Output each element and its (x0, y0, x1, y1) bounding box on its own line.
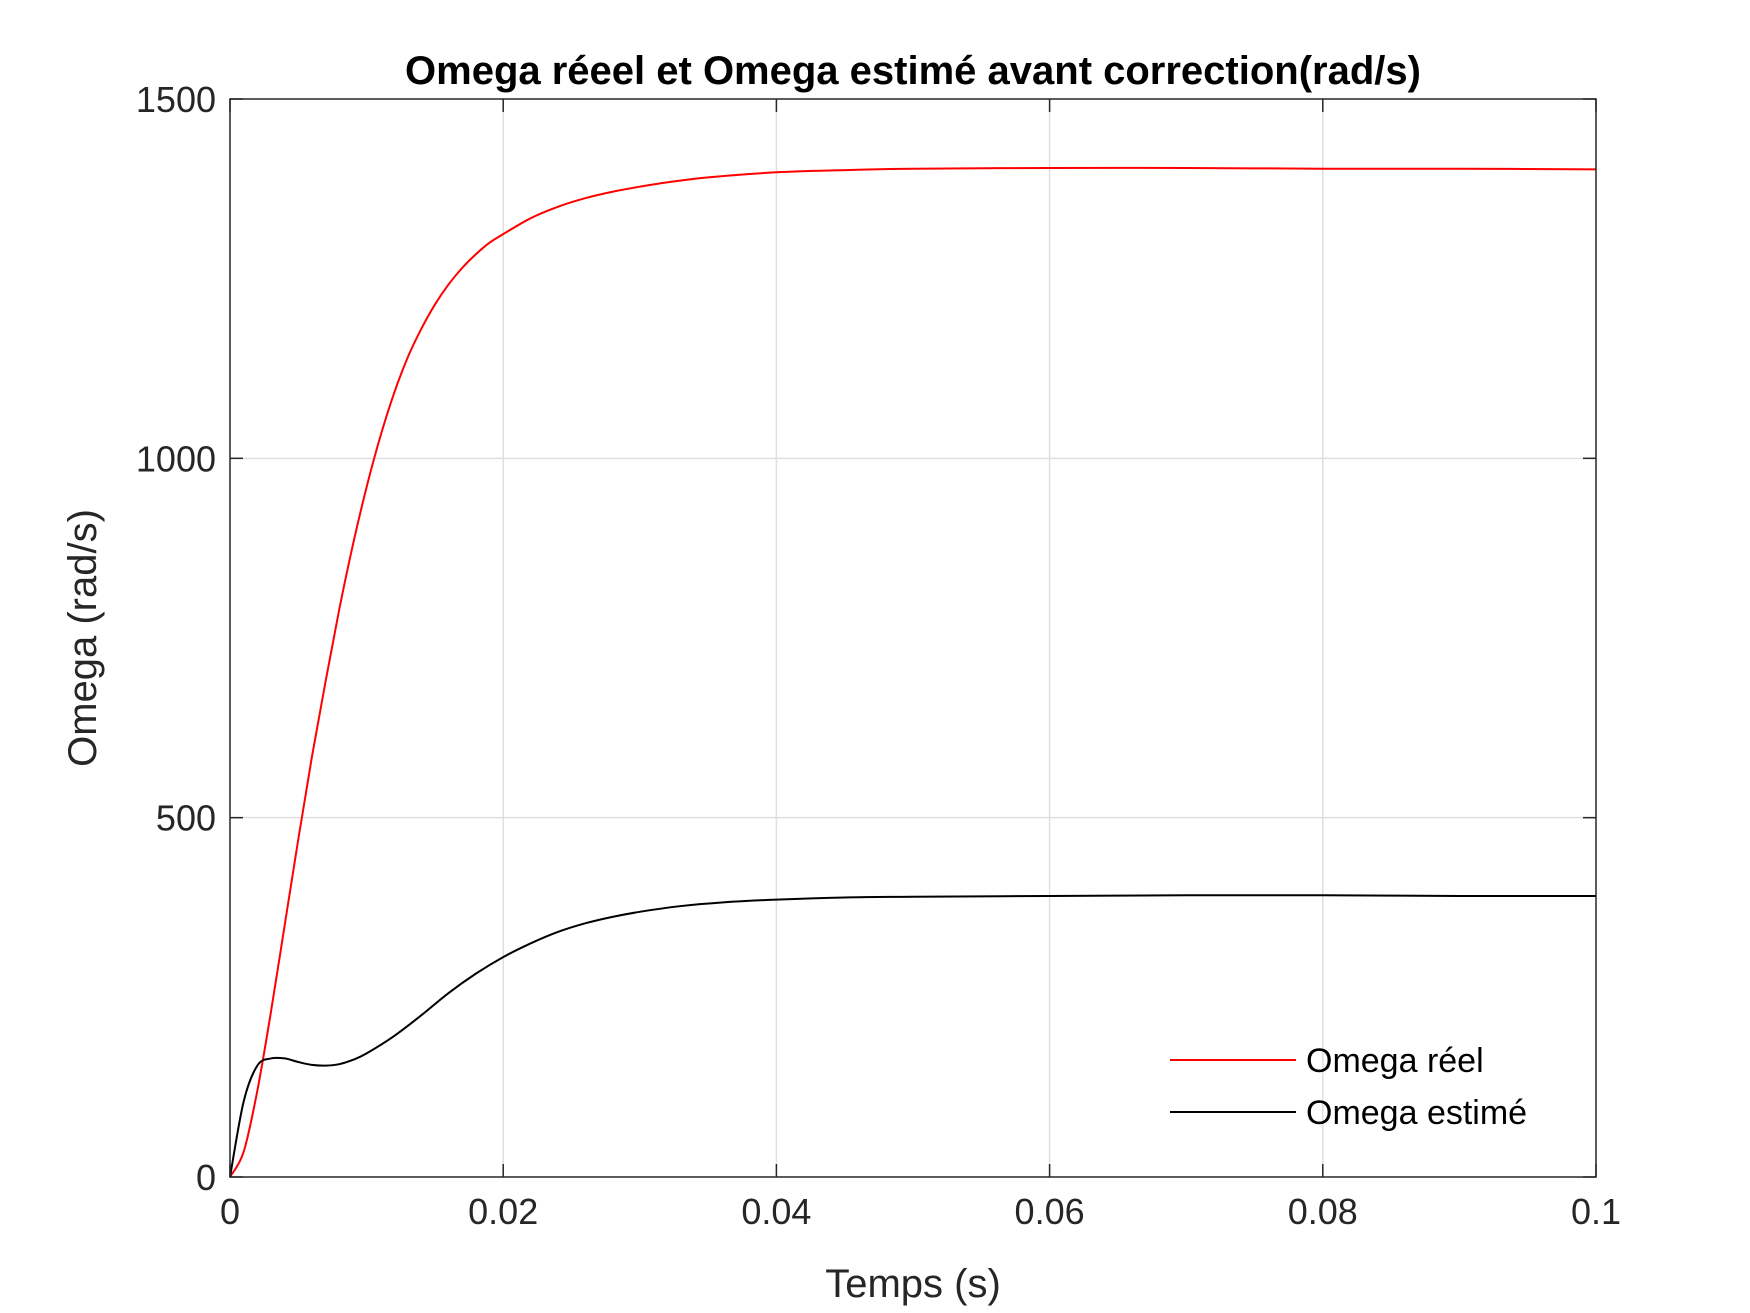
chart-title: Omega réeel et Omega estimé avant correc… (405, 49, 1421, 93)
x-tick-label: 0 (220, 1191, 240, 1232)
y-tick-label: 1500 (136, 79, 216, 120)
x-tick-label: 0.06 (1015, 1191, 1085, 1232)
legend-label-omega-reel: Omega réel (1306, 1042, 1484, 1080)
y-tick-label: 500 (156, 798, 216, 839)
x-tick-label: 0.08 (1288, 1191, 1358, 1232)
grid-lines (230, 99, 1596, 1177)
series-line-omega-estime (229, 894, 1597, 1178)
series-lines (229, 166, 1597, 1178)
plot-frame (229, 98, 1597, 1178)
legend: Omega réel Omega estimé (1170, 1042, 1527, 1132)
x-tick-label: 0.1 (1571, 1191, 1621, 1232)
x-axis-label: Temps (s) (825, 1262, 1001, 1306)
y-tick-label: 0 (196, 1157, 216, 1198)
axis-ticks (229, 98, 1597, 1178)
tick-labels: 0 0.02 0.04 0.06 0.08 0.1 0 500 1000 1500 (136, 79, 1621, 1232)
y-axis-label: Omega (rad/s) (61, 509, 105, 767)
x-tick-label: 0.04 (741, 1191, 811, 1232)
y-tick-label: 1000 (136, 438, 216, 479)
legend-label-omega-estime: Omega estimé (1306, 1094, 1527, 1132)
plot-area (230, 99, 1596, 1177)
x-tick-label: 0.02 (468, 1191, 538, 1232)
series-line-omega-reel (229, 166, 1597, 1178)
